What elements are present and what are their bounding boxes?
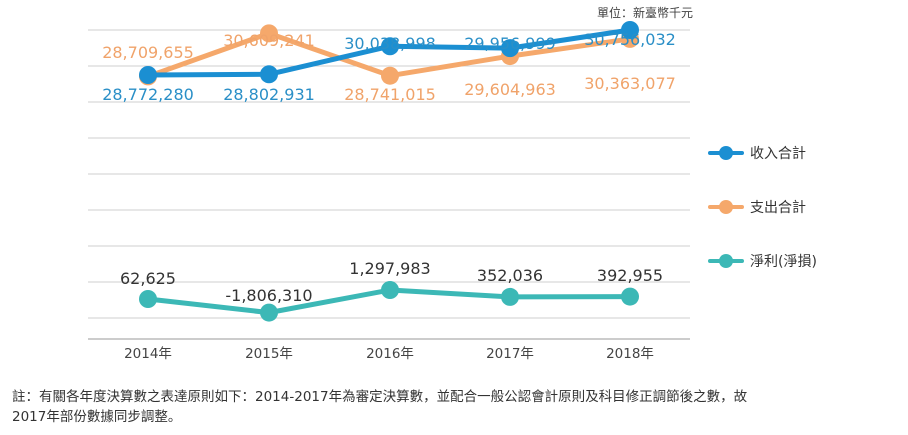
x-tick-label: 2015年 (245, 346, 293, 362)
data-label-expense: 30,363,077 (584, 74, 676, 93)
unit-label: 單位：新臺幣千元 (596, 6, 693, 20)
legend-label-net: 淨利(淨損) (750, 254, 817, 270)
data-label-net: -1,806,310 (225, 286, 312, 305)
data-label-expense: 28,741,015 (344, 85, 436, 104)
data-label-expense: 28,709,655 (102, 43, 194, 62)
chart-legend: 收入合計 支出合計 淨利(淨損) (708, 140, 817, 302)
legend-label-income: 收入合計 (750, 146, 806, 162)
data-label-income: 28,802,931 (223, 85, 315, 104)
data-label-net: 1,297,983 (349, 259, 430, 278)
line-chart: 2014年 2015年 2016年 2017年 2018年 28,772,280 28,80… (88, 21, 690, 362)
data-label-expense: 29,604,963 (464, 80, 556, 99)
data-label-net: 62,625 (120, 269, 176, 288)
data-point-expense (260, 24, 278, 43)
data-label-income: 30,756,032 (584, 30, 676, 49)
legend-swatch-income (708, 145, 744, 161)
legend-swatch-net (708, 253, 744, 269)
data-point-net (621, 287, 639, 306)
data-label-income: 30,038,998 (344, 34, 436, 53)
data-label-expense: 30,609,241 (223, 31, 315, 50)
data-point-net (260, 303, 278, 322)
data-point-income (381, 37, 399, 56)
legend-swatch-expense (708, 199, 744, 215)
data-point-income (139, 66, 157, 84)
legend-item-net: 淨利(淨損) (708, 248, 817, 274)
legend-label-expense: 支出合計 (750, 200, 806, 216)
x-tick-label: 2016年 (366, 346, 414, 362)
x-tick-label: 2017年 (486, 346, 534, 362)
data-point-income (260, 65, 278, 84)
x-tick-label: 2018年 (606, 346, 654, 362)
data-point-net (139, 290, 157, 308)
legend-item-income: 收入合計 (708, 140, 817, 166)
legend-item-expense: 支出合計 (708, 194, 817, 220)
x-tick-label: 2014年 (124, 346, 172, 362)
data-point-income (621, 21, 639, 39)
data-label-income: 29,956,999 (464, 34, 556, 53)
footnote: 註：有關各年度決算數之表達原則如下：2014-2017年為審定決算數，並配合一般… (12, 389, 748, 425)
data-point-net (501, 287, 519, 306)
data-label-net: 352,036 (477, 266, 543, 285)
data-label-income: 28,772,280 (102, 85, 194, 104)
data-point-net (381, 281, 399, 299)
data-point-expense (381, 66, 399, 85)
data-point-income (501, 39, 519, 58)
data-label-net: 392,955 (597, 266, 663, 285)
